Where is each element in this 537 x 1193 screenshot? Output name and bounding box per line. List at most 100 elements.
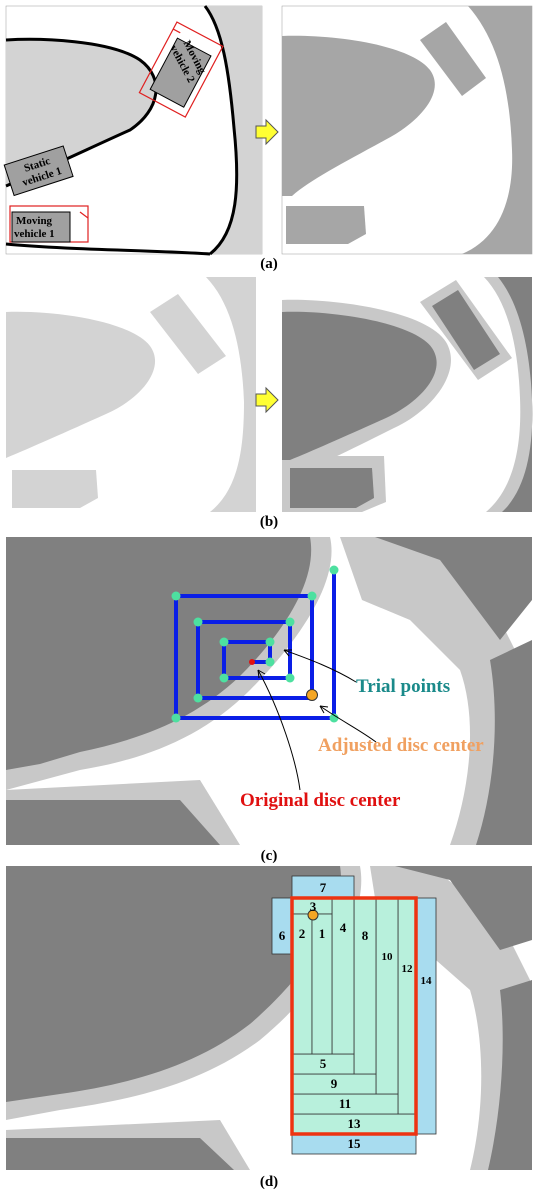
motion-arrow	[172, 28, 181, 34]
trial-point	[307, 591, 317, 601]
trial-point	[219, 637, 229, 647]
region-label-4: 4	[340, 920, 347, 935]
panel-d: 1 2 3 4 5 6 7 8 9 10 11 12 13 14 15 (d)	[6, 866, 532, 1190]
arrow-head	[257, 669, 266, 679]
region-8	[353, 897, 377, 1075]
trial-point	[285, 673, 295, 683]
trial-point	[265, 637, 275, 647]
region-14	[415, 897, 437, 1135]
panel-c: Trial points Adjusted disc center Origin…	[6, 537, 532, 864]
region-label-9: 9	[331, 1076, 338, 1091]
vehicle-obstacle	[432, 290, 500, 370]
region-label-11: 11	[339, 1096, 351, 1111]
transform-arrow-icon	[255, 386, 279, 414]
obstacle-dark	[375, 537, 532, 640]
region-label-8: 8	[362, 928, 369, 943]
region-label-10: 10	[382, 951, 394, 963]
region-label-7: 7	[320, 880, 327, 895]
obstacle-dark	[6, 1138, 234, 1170]
static-vehicle-1-body	[3, 145, 74, 197]
moving-vehicle-2-body	[149, 37, 212, 108]
road-boundary-outer	[203, 5, 239, 256]
panel-a-right-map	[281, 5, 533, 255]
obstacle-dark	[476, 640, 532, 845]
moving-vehicle-2	[138, 21, 224, 118]
region-label-15: 15	[348, 1136, 362, 1151]
region-label-2: 2	[299, 926, 306, 941]
vehicle-obstacle	[150, 294, 226, 374]
region-label-5: 5	[320, 1056, 327, 1071]
inner-obstacle	[6, 39, 157, 186]
road-boundary-bottom	[5, 242, 211, 256]
trial-point	[193, 693, 203, 703]
panel-b-right-map	[282, 277, 533, 512]
original-center-leader	[257, 669, 301, 791]
region-label-3: 3	[310, 899, 317, 914]
arrow-head	[283, 649, 292, 657]
obstacle-dark	[395, 866, 532, 950]
panel-b-caption: (b)	[260, 514, 278, 530]
trial-point	[219, 673, 229, 683]
panel-a-caption: (a)	[260, 256, 278, 272]
region-12	[397, 897, 417, 1115]
trial-point	[329, 713, 339, 723]
trial-point	[285, 617, 295, 627]
obstacle-dark	[488, 980, 532, 1170]
selected-bounding-box	[290, 896, 418, 1136]
panel-a-left-map: Moving vehicle 2 Static vehicle 1 Moving…	[3, 5, 263, 256]
moving-vehicle-1-body	[11, 211, 71, 243]
motion-arrow	[79, 211, 89, 219]
panel-a: Moving vehicle 2 Static vehicle 1 Moving…	[3, 5, 533, 272]
static-vehicle-1	[3, 145, 74, 197]
trial-point	[193, 617, 203, 627]
moving-vehicle-1	[9, 205, 89, 243]
trial-points-label: Trial points	[356, 676, 450, 697]
region-label-12: 12	[402, 963, 414, 975]
leader-lines	[257, 649, 377, 791]
original-center-label: Original disc center	[240, 790, 401, 811]
obstacle-light	[206, 277, 256, 512]
obstacle-dark	[6, 866, 341, 1102]
obstacle-dark	[282, 35, 435, 196]
original-disc-center-marker	[249, 659, 255, 665]
inflation-zone	[484, 277, 532, 512]
moving-vehicle-2-footprint	[138, 21, 224, 118]
obstacle-dark	[282, 311, 437, 460]
trial-point	[329, 565, 339, 575]
adjusted-center-leader	[319, 705, 377, 743]
trial-points-leader	[283, 649, 357, 683]
arrow-head	[319, 705, 329, 714]
region-label-14: 14	[421, 975, 433, 987]
vehicle-obstacle	[420, 22, 486, 96]
vehicle-obstacle	[12, 470, 98, 508]
trial-point	[171, 591, 181, 601]
moving-vehicle-1-label-line1: Moving	[16, 215, 53, 227]
region-label-13: 13	[348, 1116, 362, 1131]
obstacle-dark	[6, 800, 220, 845]
trial-point	[265, 657, 275, 667]
transform-arrow-icon	[255, 118, 279, 146]
adjusted-disc-center-marker	[307, 909, 319, 921]
obstacle-dark	[462, 6, 532, 254]
obstacle-dark	[498, 277, 533, 512]
obstacle-light	[6, 311, 156, 458]
moving-vehicle-1-label-line2: vehicle 1	[14, 228, 55, 240]
vehicle-obstacle	[286, 206, 366, 244]
region-10	[375, 897, 399, 1095]
panel-c-caption: (c)	[261, 848, 278, 864]
panel-b: (b)	[6, 277, 533, 530]
adjusted-center-label: Adjusted disc center	[318, 735, 484, 756]
region-6	[271, 897, 293, 955]
region-1	[311, 913, 333, 1055]
region-label-6: 6	[279, 928, 286, 943]
inflation-zone	[340, 537, 524, 845]
panel-d-caption: (d)	[260, 1174, 278, 1190]
search-regions	[271, 875, 437, 1155]
outer-obstacle	[205, 6, 262, 254]
vehicle-obstacle	[290, 468, 374, 508]
trial-points	[171, 565, 339, 723]
adjusted-disc-center-marker	[306, 689, 318, 701]
panel-b-left-map	[6, 277, 256, 512]
region-label-1: 1	[319, 926, 326, 941]
